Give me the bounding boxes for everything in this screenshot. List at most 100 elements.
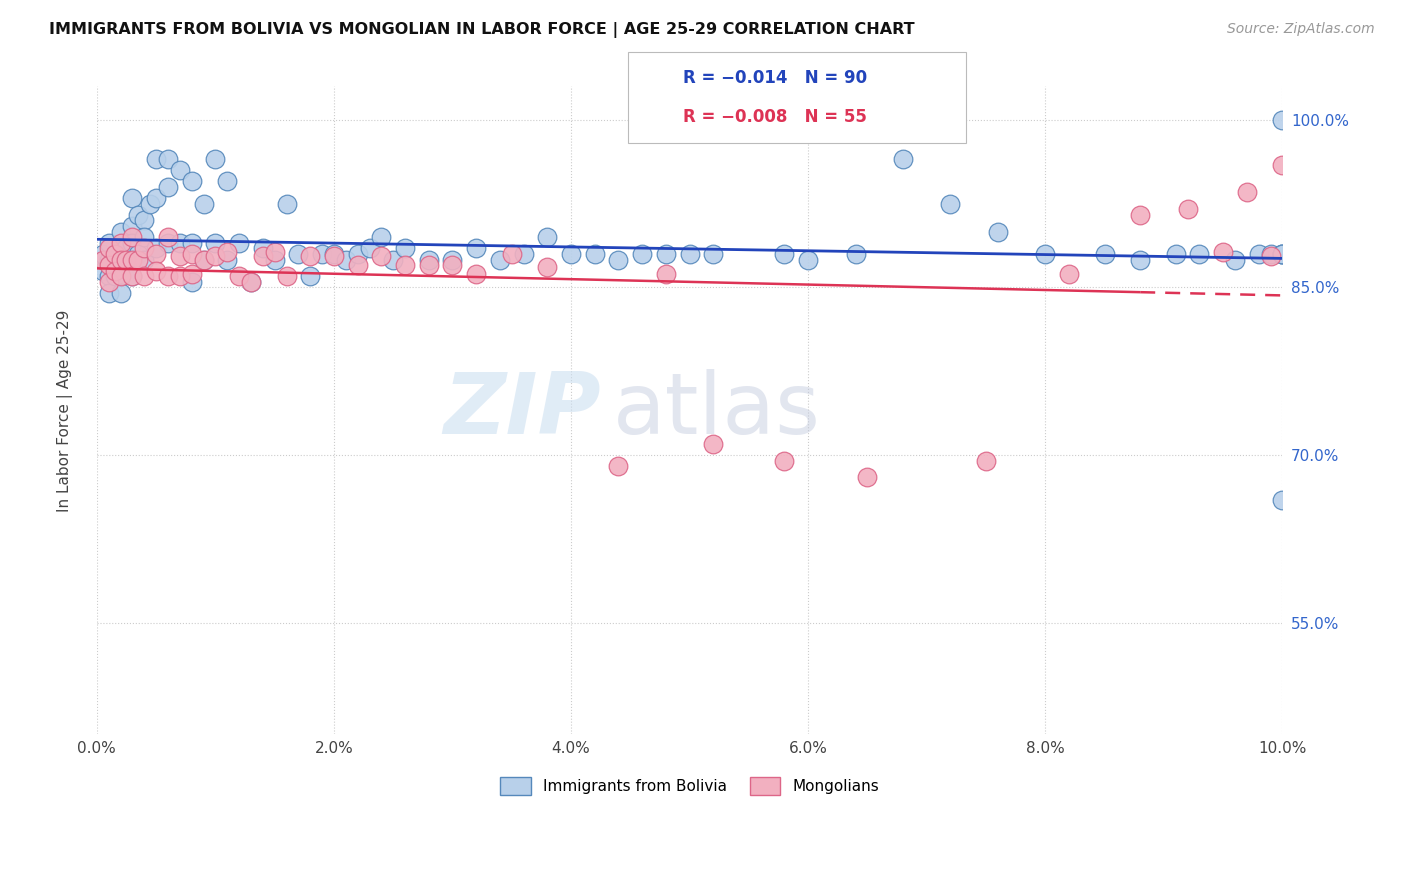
Point xyxy=(987,225,1010,239)
Point xyxy=(134,269,156,284)
Point xyxy=(1164,247,1187,261)
Point xyxy=(169,235,191,250)
Point xyxy=(702,247,724,261)
Point xyxy=(97,269,120,284)
Point xyxy=(110,241,132,255)
Point xyxy=(1271,157,1294,171)
Point xyxy=(1271,247,1294,261)
Point xyxy=(145,247,167,261)
Point xyxy=(97,258,120,272)
Point xyxy=(134,241,156,255)
Point xyxy=(115,252,138,267)
Point xyxy=(145,152,167,166)
Point xyxy=(228,269,250,284)
Point xyxy=(103,269,125,284)
Text: R = −0.008   N = 55: R = −0.008 N = 55 xyxy=(683,108,868,126)
Point xyxy=(97,235,120,250)
Point xyxy=(335,252,357,267)
Point xyxy=(103,252,125,267)
Point xyxy=(323,247,346,261)
Point xyxy=(193,252,215,267)
Point xyxy=(607,252,630,267)
Point xyxy=(1129,252,1152,267)
Point xyxy=(856,470,879,484)
Text: R = −0.014   N = 90: R = −0.014 N = 90 xyxy=(683,69,868,87)
Point xyxy=(156,230,179,244)
Point xyxy=(145,241,167,255)
Y-axis label: In Labor Force | Age 25-29: In Labor Force | Age 25-29 xyxy=(58,310,73,511)
Legend: Immigrants from Bolivia, Mongolians: Immigrants from Bolivia, Mongolians xyxy=(494,772,886,801)
Point xyxy=(110,252,132,267)
Point xyxy=(169,249,191,263)
Point xyxy=(169,163,191,178)
Point xyxy=(891,152,914,166)
Point xyxy=(193,252,215,267)
Point xyxy=(180,275,202,289)
Point xyxy=(110,258,132,272)
Point xyxy=(370,230,392,244)
Point xyxy=(1271,247,1294,261)
Point xyxy=(110,269,132,284)
Text: atlas: atlas xyxy=(613,368,821,452)
Point xyxy=(263,252,285,267)
Point xyxy=(204,235,226,250)
Point xyxy=(97,275,120,289)
Point xyxy=(773,453,796,467)
Point xyxy=(1260,247,1282,261)
Point xyxy=(217,244,239,259)
Point xyxy=(263,244,285,259)
Point xyxy=(845,247,868,261)
Point xyxy=(441,252,464,267)
Point xyxy=(1271,492,1294,507)
Text: IMMIGRANTS FROM BOLIVIA VS MONGOLIAN IN LABOR FORCE | AGE 25-29 CORRELATION CHAR: IMMIGRANTS FROM BOLIVIA VS MONGOLIAN IN … xyxy=(49,22,915,38)
Point xyxy=(169,269,191,284)
Point xyxy=(441,258,464,272)
Point xyxy=(631,247,654,261)
Point xyxy=(121,252,143,267)
Point xyxy=(180,235,202,250)
Point xyxy=(773,247,796,261)
Point xyxy=(394,258,416,272)
Point xyxy=(1033,247,1056,261)
Point xyxy=(370,249,392,263)
Point xyxy=(346,247,368,261)
Point xyxy=(121,269,143,284)
Point xyxy=(134,230,156,244)
Point xyxy=(103,247,125,261)
Point xyxy=(97,286,120,301)
Point xyxy=(607,459,630,474)
Point xyxy=(204,152,226,166)
Point xyxy=(382,252,405,267)
Point xyxy=(489,252,512,267)
Point xyxy=(299,269,322,284)
Point xyxy=(418,258,440,272)
Point xyxy=(110,286,132,301)
Point xyxy=(121,235,143,250)
Point xyxy=(115,241,138,255)
Point xyxy=(180,174,202,188)
Point xyxy=(536,230,558,244)
Point xyxy=(560,247,582,261)
Point xyxy=(465,241,488,255)
Point xyxy=(1271,247,1294,261)
Point xyxy=(323,249,346,263)
Point xyxy=(139,196,162,211)
Point xyxy=(110,235,132,250)
Point xyxy=(311,247,333,261)
Point xyxy=(655,247,678,261)
Point xyxy=(1129,208,1152,222)
Point xyxy=(156,235,179,250)
Point xyxy=(678,247,700,261)
Point xyxy=(974,453,997,467)
Text: Source: ZipAtlas.com: Source: ZipAtlas.com xyxy=(1227,22,1375,37)
Point xyxy=(121,219,143,233)
Point xyxy=(276,269,298,284)
Point xyxy=(156,180,179,194)
Point xyxy=(145,191,167,205)
Point xyxy=(145,263,167,277)
Point xyxy=(287,247,309,261)
Point xyxy=(512,247,534,261)
Text: ZIP: ZIP xyxy=(443,368,600,452)
Point xyxy=(346,258,368,272)
Point xyxy=(110,269,132,284)
